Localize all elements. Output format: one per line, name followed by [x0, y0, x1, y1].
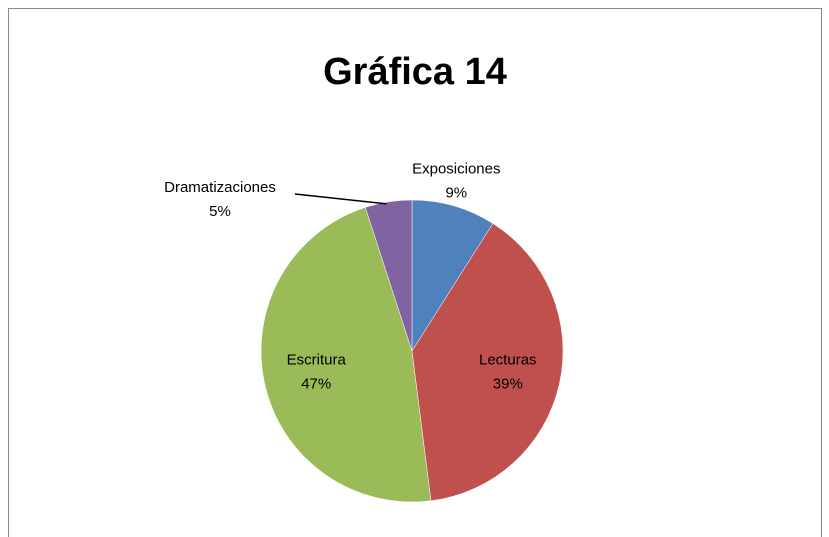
slice-value-label: 5%: [209, 203, 231, 220]
chart-border: [8, 8, 822, 537]
pie-slice: [260, 207, 432, 503]
pie-slice: [365, 199, 413, 352]
pie-slice: [411, 199, 494, 352]
slice-label: Exposiciones: [412, 160, 500, 177]
slice-label: Escritura: [287, 351, 347, 368]
chart-title: Gráfica 14: [323, 51, 507, 93]
slice-label: Dramatizaciones: [164, 179, 276, 196]
slice-value-label: 9%: [445, 184, 467, 201]
slice-value-label: 39%: [493, 375, 523, 392]
slice-value-label: 47%: [301, 375, 331, 392]
pie-slice: [411, 223, 564, 502]
leader-line: [294, 193, 387, 205]
slice-label: Lecturas: [479, 351, 537, 368]
